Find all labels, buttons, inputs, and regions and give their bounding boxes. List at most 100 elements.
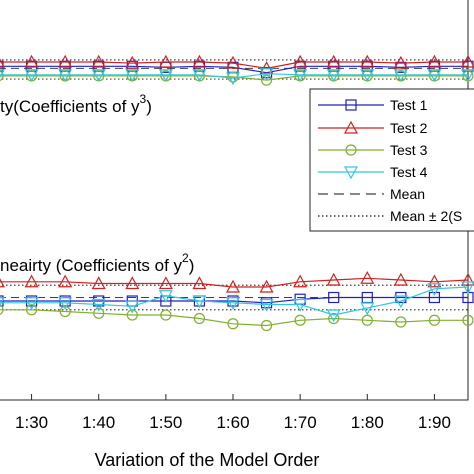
marker-y3-test2-6: [192, 54, 207, 68]
marker-y2-test4-8: [259, 298, 274, 312]
marker-y2-test3-12: [395, 316, 407, 328]
x-tick-label-2: 1:50: [149, 413, 182, 432]
marker-y2-test2-12: [393, 272, 408, 286]
marker-y3-test4-12: [393, 69, 408, 83]
legend-label-test2: Test 2: [390, 120, 428, 136]
marker-y2-test3-5: [160, 309, 172, 321]
marker-y3-test4-7: [225, 72, 241, 86]
marker-y3-test4-8: [259, 68, 274, 81]
annotation-y3: ty(Coefficients of y3): [0, 92, 152, 116]
marker-y3-test2-13: [427, 54, 442, 68]
x-axis: 1:30 1:40 1:50 1:60 1:70 1:80 1:90: [15, 394, 451, 432]
series-line-y2-test2: [0, 277, 469, 288]
x-axis-label: Variation of the Model Order: [95, 450, 320, 470]
marker-y2-test2-2: [58, 274, 73, 288]
series-line-y3-test2: [0, 61, 468, 70]
marker-y2-test2-11: [360, 270, 375, 284]
marker-y3-test2-9: [293, 54, 308, 68]
marker-y3-test2-12: [393, 55, 408, 69]
marker-y2-test3-9: [294, 314, 306, 326]
marker-y2-test3-14: [462, 314, 474, 326]
panel-y3: [0, 54, 474, 86]
marker-y3-test4-11: [360, 69, 375, 83]
marker-y3-test2-4: [125, 55, 140, 69]
marker-y2-test3-2: [59, 305, 71, 318]
marker-y3-test4-14: [460, 69, 474, 83]
x-tick-label-6: 1:90: [418, 413, 451, 432]
marker-y2-test2-13: [427, 274, 442, 288]
marker-y2-test1-0: [0, 295, 4, 307]
marker-y2-test1-7: [227, 295, 239, 307]
annotation-y2: neairty (Coefficients of y2): [0, 251, 194, 275]
x-tick-label-4: 1:70: [284, 413, 317, 432]
marker-y3-test4-13: [427, 69, 442, 83]
marker-y2-test4-1: [24, 297, 39, 311]
marker-y2-test2-14: [460, 272, 474, 286]
x-tick-label-1: 1:40: [82, 413, 115, 432]
marker-y2-test2-0: [0, 278, 6, 288]
marker-y3-test2-3: [91, 54, 106, 68]
legend-marker-test4: [343, 166, 359, 180]
marker-y3-test4-4: [125, 69, 140, 83]
marker-y3-test2-11: [360, 54, 375, 68]
marker-y2-test4-2: [58, 297, 73, 311]
marker-y2-test4-10: [326, 309, 341, 323]
series-line-y3-test1: [0, 65, 468, 74]
marker-y3-test2-10: [326, 54, 341, 68]
series-line-y3-test4: [0, 73, 468, 79]
marker-y2-test3-3: [93, 307, 105, 319]
marker-y2-test1-1: [25, 295, 38, 307]
legend-marker-test2: [343, 120, 359, 134]
x-tick-label-0: 1:30: [15, 413, 48, 432]
marker-y2-test4-5: [158, 290, 173, 304]
marker-y2-test3-13: [428, 314, 441, 326]
marker-y2-test3-0: [0, 304, 4, 315]
marker-y3-test4-5: [158, 69, 173, 83]
legend: Test 1 Test 2 Test 3 Test 4 Mean Mean ± 2(S: [309, 88, 474, 232]
data-layer: [0, 54, 474, 332]
marker-y3-test2-2: [58, 54, 73, 68]
marker-y2-test2-3: [91, 276, 106, 290]
marker-y2-test4-3: [91, 298, 106, 312]
panel-y2: [0, 270, 474, 332]
series-line-y2-test1: [0, 296, 468, 304]
marker-y2-test1-13: [428, 291, 441, 304]
marker-y2-test2-10: [326, 272, 341, 286]
marker-y3-test2-0: [0, 58, 6, 68]
marker-y2-test1-8: [260, 297, 273, 309]
marker-y2-test3-7: [227, 318, 239, 330]
legend-label-mean: Mean: [390, 186, 425, 202]
marker-y3-test4-2: [58, 69, 73, 83]
marker-y2-test2-4: [125, 276, 140, 290]
legend-label-bound: Mean ± 2(S: [390, 208, 462, 224]
marker-y2-test4-14: [460, 281, 474, 295]
marker-y2-test2-8: [259, 279, 274, 293]
marker-y3-test3-8: [260, 74, 273, 86]
marker-y2-test3-4: [126, 309, 138, 321]
marker-y3-test4-6: [192, 69, 207, 83]
marker-y2-test4-6: [192, 295, 207, 309]
legend-box: [309, 88, 474, 232]
marker-y2-test4-7: [225, 297, 241, 311]
marker-y3-test4-0: [0, 69, 6, 79]
marker-y2-test4-13: [427, 283, 442, 297]
marker-y2-test2-1: [24, 274, 39, 288]
marker-y2-test3-8: [260, 319, 273, 332]
marker-y3-test2-14: [460, 54, 474, 68]
legend-marker-test3: [345, 144, 357, 156]
legend-label-test4: Test 4: [390, 164, 428, 180]
legend-label-test3: Test 3: [390, 142, 428, 158]
marker-y2-test2-6: [192, 276, 207, 290]
marker-y3-test2-1: [24, 54, 39, 68]
marker-y2-test3-10: [328, 312, 340, 325]
marker-y2-test3-6: [193, 312, 206, 325]
marker-y3-test4-10: [326, 69, 341, 83]
marker-y2-test4-9: [293, 298, 308, 312]
legend-label-test1: Test 1: [390, 97, 428, 113]
marker-y2-test4-0: [0, 297, 6, 307]
marker-y2-test3-1: [25, 304, 38, 316]
marker-y2-test1-10: [328, 291, 340, 304]
marker-y2-test4-11: [360, 302, 375, 316]
marker-y2-test2-7: [225, 279, 241, 293]
